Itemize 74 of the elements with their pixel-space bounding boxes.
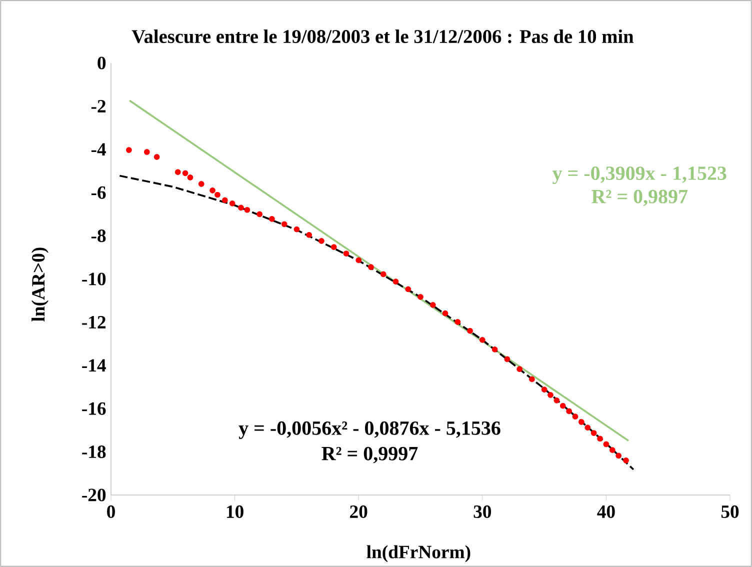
y-tick-label: -14: [82, 359, 106, 372]
point: [578, 419, 584, 425]
point: [154, 154, 160, 160]
point: [623, 458, 629, 464]
point: [187, 174, 194, 180]
y-axis-title: ln(AR>0): [32, 248, 48, 322]
point: [584, 424, 591, 431]
point: [294, 226, 300, 232]
point: [256, 211, 262, 218]
point: [238, 204, 244, 211]
point: [380, 271, 386, 278]
point: [554, 397, 560, 404]
point: [442, 310, 448, 316]
point: [222, 197, 228, 204]
point: [430, 302, 436, 308]
y-tick-label: -12: [82, 316, 106, 328]
annotation: R² = 0,9897: [592, 190, 688, 206]
y-tick-label: -6: [91, 186, 106, 199]
point: [174, 169, 181, 176]
y-tick-label: -20: [82, 488, 106, 502]
point: [392, 278, 399, 285]
y-tick-label: -2: [91, 100, 106, 112]
point: [356, 257, 362, 264]
x-tick-label: 30: [474, 505, 492, 518]
point: [214, 192, 220, 198]
point: [479, 336, 486, 343]
point: [281, 221, 288, 228]
y-tick-label: -8: [91, 229, 106, 242]
chart-title: Valescure entre le 19/08/2003 et le 31/12/2006 : Pas de 10 min: [132, 29, 634, 44]
annotation: y = -0,0056x² - 0,0876x - 5,1536: [238, 421, 500, 439]
x-tick-label: 40: [597, 505, 615, 518]
point: [609, 447, 616, 454]
y-tick-label: -16: [82, 402, 106, 415]
y-tick-label: -18: [82, 445, 106, 458]
point: [454, 319, 461, 325]
point: [516, 366, 522, 372]
point: [198, 181, 204, 187]
x-axis-title: ln(dFrNorm): [366, 545, 470, 562]
point: [590, 430, 597, 436]
point: [616, 452, 622, 459]
x-tick-label: 20: [350, 505, 368, 518]
point: [597, 436, 603, 442]
annotation: R² = 0,9997: [322, 446, 418, 464]
point: [566, 408, 572, 414]
point: [528, 376, 535, 382]
point: [548, 392, 554, 398]
x-tick-label: 10: [226, 505, 244, 518]
y-tick-label: 0: [98, 56, 106, 70]
point: [126, 147, 132, 153]
point: [244, 206, 250, 213]
point: [330, 244, 337, 250]
point: [492, 346, 498, 352]
x-tick-label: 0: [107, 505, 115, 518]
y-tick-label: -10: [82, 272, 106, 286]
point: [504, 356, 510, 362]
x-tick-label: 50: [721, 505, 739, 518]
point: [467, 328, 473, 334]
point: [541, 386, 548, 393]
point: [306, 232, 312, 238]
point: [229, 200, 236, 206]
point: [343, 250, 350, 256]
point: [318, 238, 324, 244]
point: [210, 188, 216, 194]
y-tick-label: -4: [91, 143, 106, 156]
point: [418, 294, 424, 300]
annotation: y = -0,3909x - 1,1523: [552, 166, 726, 184]
point: [560, 402, 566, 409]
point: [405, 286, 412, 292]
point: [572, 414, 578, 420]
point: [182, 170, 188, 176]
point: [368, 264, 374, 270]
point: [144, 149, 150, 155]
point: [269, 216, 275, 222]
point: [603, 441, 610, 448]
